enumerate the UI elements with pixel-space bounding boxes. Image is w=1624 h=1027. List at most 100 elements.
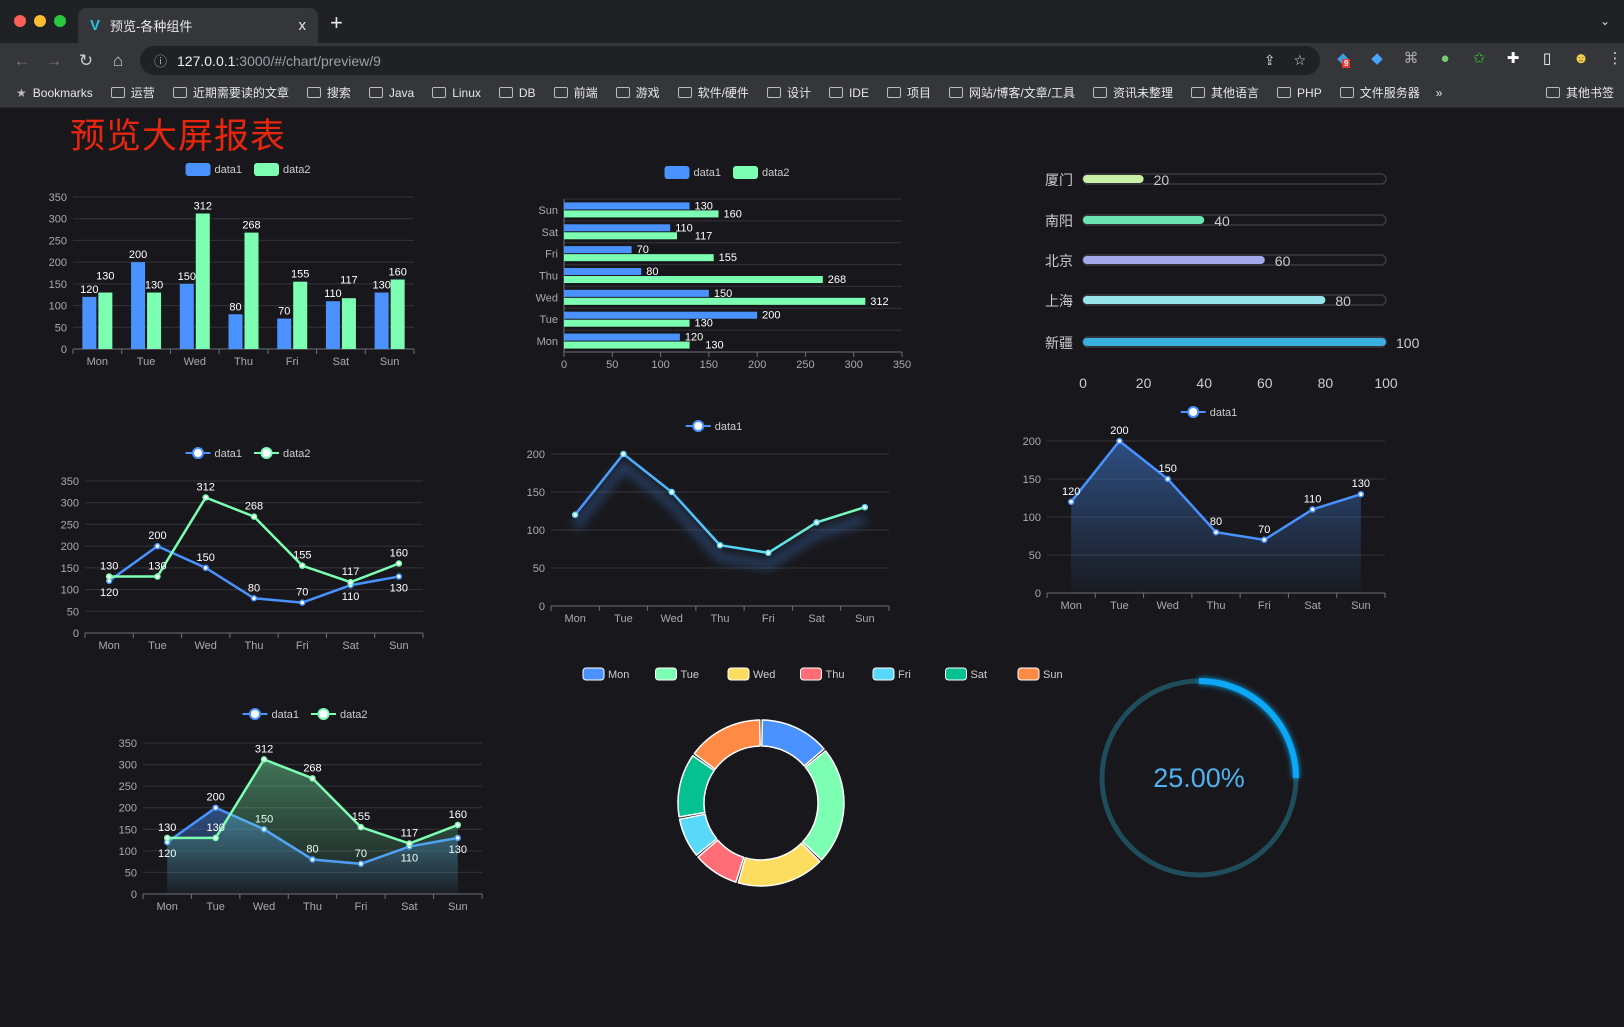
legend-item-Fri[interactable]: Fri: [872, 667, 911, 681]
minimize-window-button[interactable]: [34, 15, 46, 27]
point-data2-Wed[interactable]: [202, 494, 209, 501]
home-icon[interactable]: ⌂: [112, 50, 124, 70]
point-data2-Tue[interactable]: [154, 573, 161, 580]
legend-item-data1[interactable]: data1: [685, 420, 743, 433]
donut-slice-Wed[interactable]: [737, 842, 821, 887]
donut-slice-Mon[interactable]: [761, 719, 825, 767]
legend-item-data2[interactable]: data2: [254, 163, 311, 176]
legend-item-Thu[interactable]: Thu: [800, 667, 845, 681]
point-data1-Tue[interactable]: [154, 542, 161, 550]
point-data1-Sun[interactable]: [861, 503, 869, 511]
legend-item-Mon[interactable]: Mon: [582, 667, 629, 681]
donut-slice-Fri[interactable]: [678, 813, 718, 856]
reload-icon[interactable]: ↻: [78, 50, 94, 70]
legend-item-data1[interactable]: data1: [185, 447, 243, 460]
point-data1-Fri[interactable]: [299, 599, 306, 606]
point-data1-Tue[interactable]: [1116, 437, 1123, 445]
legend-item-data1[interactable]: data1: [242, 708, 300, 721]
point-data1-Fri[interactable]: [1261, 536, 1268, 544]
point-data1-Sat[interactable]: [813, 519, 820, 526]
legend-item-data2[interactable]: data2: [311, 708, 368, 721]
bookmark-folder[interactable]: 软件/硬件: [677, 84, 749, 101]
point-data1-Sun[interactable]: [1357, 490, 1365, 498]
point-data2-Fri[interactable]: [357, 823, 365, 831]
point-data2-Sun[interactable]: [395, 560, 403, 567]
extension-badge-icon[interactable]: ◆9: [1334, 49, 1352, 68]
bookmark-folder[interactable]: 其他语言: [1191, 84, 1259, 101]
point-data1-Thu[interactable]: [716, 541, 724, 549]
legend-item-Wed[interactable]: Wed: [727, 667, 775, 681]
more-bookmarks-button[interactable]: »: [1435, 85, 1443, 100]
legend-item-data2[interactable]: data2: [254, 447, 311, 460]
legend-item-data1[interactable]: data1: [664, 166, 722, 179]
bookmark-folder[interactable]: Java: [368, 86, 414, 100]
green-dot-extension-icon[interactable]: ●: [1440, 49, 1450, 67]
point-data2-Sat[interactable]: [406, 840, 413, 847]
bookmark-folder[interactable]: DB: [498, 86, 536, 100]
point-data2-Mon[interactable]: [105, 573, 113, 580]
point-data2-Thu[interactable]: [309, 775, 316, 782]
forward-icon[interactable]: →: [45, 50, 63, 70]
other-bookmarks[interactable]: 其他书签: [1545, 84, 1614, 101]
point-data1-Thu[interactable]: [1212, 528, 1220, 536]
browser-menu-icon[interactable]: ⋮: [1607, 50, 1623, 67]
point-data2-Thu[interactable]: [250, 513, 258, 520]
close-window-button[interactable]: [14, 15, 26, 27]
bookmark-folder[interactable]: 搜索: [306, 84, 351, 101]
back-icon[interactable]: ←: [13, 50, 31, 70]
gem-extension-icon[interactable]: ◆: [1371, 50, 1383, 67]
profile-avatar[interactable]: ☻: [1573, 49, 1589, 67]
donut-slice-Thu[interactable]: [697, 839, 745, 883]
point-data1-Sun[interactable]: [395, 573, 403, 580]
bookmark-folder[interactable]: 项目: [886, 84, 931, 101]
point-data1-Wed[interactable]: [1164, 475, 1171, 483]
legend-item-Tue[interactable]: Tue: [655, 667, 700, 681]
point-data2-Tue[interactable]: [212, 834, 219, 842]
donut-slice-Sat[interactable]: [677, 754, 715, 818]
bookmark-folder[interactable]: 设计: [766, 84, 811, 101]
bookmarks-star[interactable]: ★ Bookmarks: [16, 86, 93, 100]
point-data1-Mon[interactable]: [571, 511, 579, 519]
bookmark-folder[interactable]: Linux: [432, 86, 481, 100]
bookmark-folder[interactable]: 游戏: [615, 84, 660, 101]
point-data1-Thu[interactable]: [250, 595, 258, 602]
browser-tab[interactable]: V 预览-各种组件 x: [78, 8, 318, 43]
bookmark-folder[interactable]: PHP: [1277, 86, 1322, 100]
bookmark-folder[interactable]: 运营: [110, 84, 155, 101]
legend-item-data1[interactable]: data1: [1180, 406, 1238, 419]
bookmark-folder[interactable]: 前端: [553, 84, 598, 101]
point-data1-Wed[interactable]: [668, 488, 675, 496]
point-data1-Sat[interactable]: [1309, 506, 1316, 513]
legend-item-Sat[interactable]: Sat: [945, 667, 988, 681]
point-data1-Fri[interactable]: [765, 549, 772, 557]
command-extension-icon[interactable]: ⌘: [1403, 50, 1419, 67]
tab-search-chevron-icon[interactable]: ⌄: [1599, 14, 1610, 28]
bookmark-folder[interactable]: 网站/博客/文章/工具: [948, 84, 1075, 101]
legend-item-data1[interactable]: data1: [185, 163, 243, 176]
site-info-icon[interactable]: ⓘ: [154, 54, 168, 69]
bookmark-folder[interactable]: 近期需要读的文章: [172, 84, 289, 101]
point-data2-Mon[interactable]: [163, 834, 171, 842]
side-panel-icon[interactable]: ▯: [1542, 50, 1552, 67]
puzzle-extensions-icon[interactable]: ✚: [1506, 50, 1520, 67]
bookmark-folder[interactable]: 资讯未整理: [1093, 84, 1173, 101]
point-data1-Wed[interactable]: [202, 564, 209, 572]
point-data2-Sat[interactable]: [347, 578, 354, 586]
legend-item-data2[interactable]: data2: [733, 166, 790, 179]
bookmark-folder[interactable]: 文件服务器: [1339, 84, 1420, 101]
star-extension-icon[interactable]: ✩: [1472, 50, 1486, 67]
legend-item-Sun[interactable]: Sun: [1017, 667, 1063, 681]
donut-slice-Sun[interactable]: [693, 719, 761, 770]
share-icon[interactable]: ⇪: [1263, 52, 1276, 68]
point-data1-Tue[interactable]: [212, 804, 219, 811]
point-data1-Tue[interactable]: [620, 450, 627, 458]
point-data2-Sun[interactable]: [454, 821, 462, 829]
address-bar[interactable]: ⓘ 127.0.0.1:3000/#/chart/preview/9 ⇪ ☆: [140, 46, 1320, 75]
bookmark-star-icon[interactable]: ☆: [1293, 52, 1306, 68]
point-data1-Mon[interactable]: [1067, 498, 1075, 506]
bookmark-folder[interactable]: IDE: [828, 86, 869, 100]
point-data2-Wed[interactable]: [260, 756, 268, 763]
new-tab-button[interactable]: +: [330, 10, 343, 35]
maximize-window-button[interactable]: [54, 15, 66, 27]
tab-close-icon[interactable]: x: [298, 17, 307, 34]
